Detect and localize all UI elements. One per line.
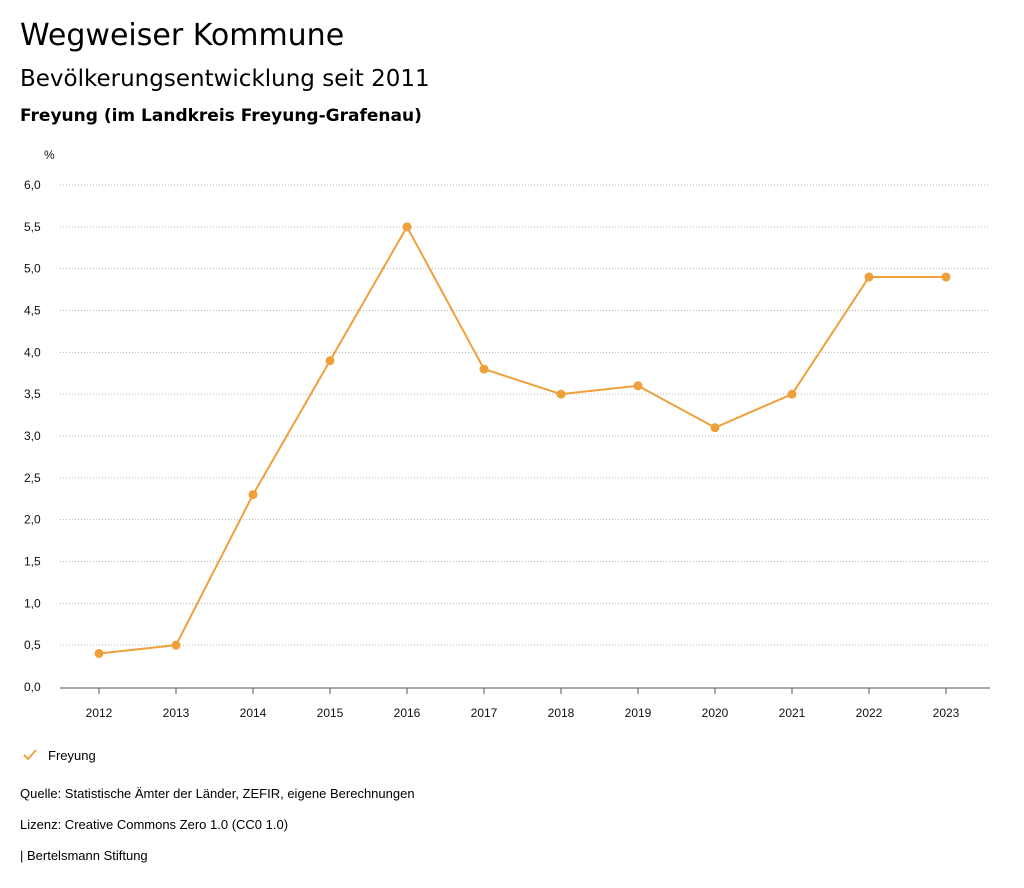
y-tick-label: 4,5 (24, 304, 41, 318)
chart-subtitle: Bevölkerungsentwicklung seit 2011 (20, 66, 430, 92)
data-point[interactable] (710, 423, 720, 433)
x-tick-label: 2014 (240, 706, 267, 720)
x-tick-label: 2018 (548, 706, 575, 720)
chart-title: Wegweiser Kommune (20, 18, 345, 53)
x-tick-label: 2017 (471, 706, 498, 720)
grid-lines (60, 184, 990, 646)
y-axis-ticks: 0,0 0,5 1,0 1,5 2,0 2,5 3,0 3,5 4,0 4,5 5,0 5,5 6,0 (24, 178, 41, 694)
source-note: Quelle: Statistische Ämter der Länder, Z… (20, 786, 415, 801)
y-tick-label: 3,5 (24, 387, 41, 401)
y-tick-label: 6,0 (24, 178, 41, 192)
region-label: Freyung (im Landkreis Freyung-Grafenau) (20, 106, 422, 126)
data-point[interactable] (479, 364, 489, 374)
data-point[interactable] (864, 272, 874, 282)
y-tick-label: 0,5 (24, 638, 41, 652)
data-point[interactable] (171, 640, 181, 650)
line-chart: % 0,0 0,5 1,0 1,5 2,0 2,5 3,0 3,5 4,0 4,5 5,0 5,5 6,… (24, 148, 990, 720)
x-tick-label: 2012 (86, 706, 113, 720)
y-tick-label: 3,0 (24, 429, 41, 443)
x-tick-label: 2023 (933, 706, 960, 720)
y-tick-label: 2,0 (24, 513, 41, 527)
data-point[interactable] (633, 381, 643, 391)
series-line (98, 225, 946, 655)
legend-label-freyung: Freyung (48, 747, 96, 763)
y-tick-label: 0,0 (24, 680, 41, 694)
legend[interactable]: Freyung (20, 744, 96, 766)
y-axis-unit-label: % (44, 148, 55, 162)
x-tick-label: 2020 (702, 706, 729, 720)
x-tick-label: 2015 (317, 706, 344, 720)
publisher-note: | Bertelsmann Stiftung (20, 848, 148, 863)
data-point[interactable] (556, 389, 566, 399)
x-tick-label: 2022 (856, 706, 883, 720)
data-point[interactable] (325, 356, 335, 366)
y-tick-label: 5,0 (24, 262, 41, 276)
x-tick-label: 2013 (163, 706, 190, 720)
series-layer (94, 222, 951, 659)
y-tick-label: 4,0 (24, 345, 41, 359)
y-tick-label: 5,5 (24, 220, 41, 234)
y-tick-label: 1,5 (24, 555, 41, 569)
data-point[interactable] (94, 649, 104, 659)
y-tick-label: 1,0 (24, 596, 41, 610)
x-axis: 2012 2013 2014 2015 2016 2017 2018 2019 2020 2021… (60, 687, 990, 720)
x-tick-label: 2019 (625, 706, 652, 720)
check-icon (20, 747, 40, 763)
license-note: Lizenz: Creative Commons Zero 1.0 (CC0 1… (20, 817, 289, 832)
data-point[interactable] (248, 490, 258, 500)
x-tick-label: 2016 (394, 706, 421, 720)
data-point[interactable] (941, 272, 951, 282)
data-point[interactable] (402, 222, 412, 232)
y-tick-label: 2,5 (24, 471, 41, 485)
x-tick-label: 2021 (779, 706, 806, 720)
data-point[interactable] (787, 389, 797, 399)
